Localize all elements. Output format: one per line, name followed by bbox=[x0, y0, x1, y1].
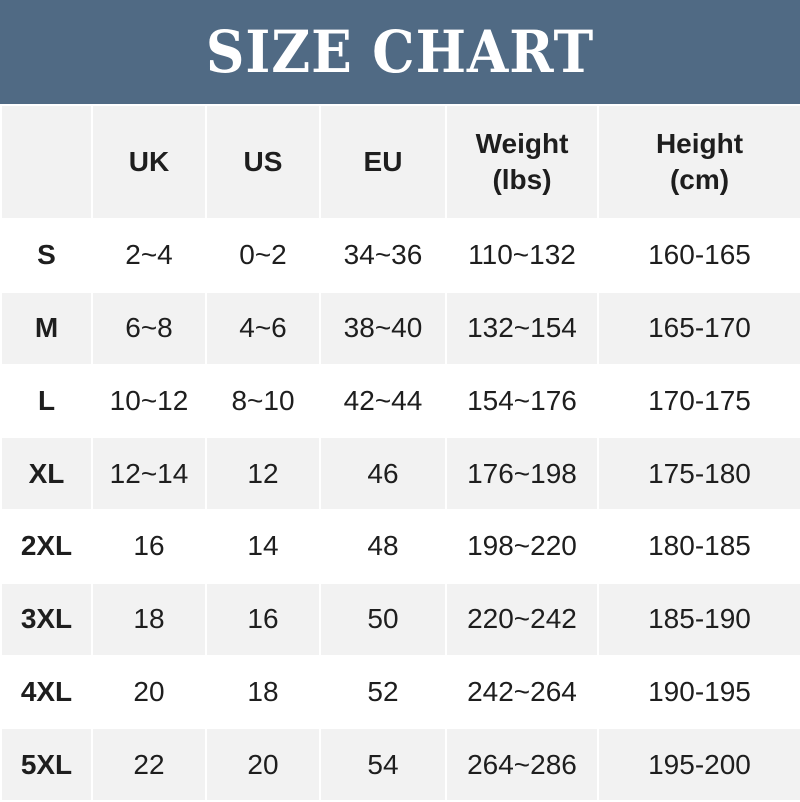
header-uk: UK bbox=[91, 104, 207, 220]
cell-weight: 220~242 bbox=[445, 581, 599, 657]
cell-height: 170-175 bbox=[597, 363, 800, 439]
cell-eu: 42~44 bbox=[319, 363, 447, 439]
cell-eu: 50 bbox=[319, 581, 447, 657]
cell-eu: 46 bbox=[319, 436, 447, 511]
cell-size: 5XL bbox=[0, 727, 93, 802]
cell-uk: 2~4 bbox=[91, 218, 207, 293]
header-weight: Weight (lbs) bbox=[445, 104, 599, 220]
cell-height: 180-185 bbox=[597, 509, 800, 584]
cell-weight: 198~220 bbox=[445, 509, 599, 584]
cell-uk: 22 bbox=[91, 727, 207, 802]
table-row: 2XL 16 14 48 198~220 180-185 bbox=[0, 509, 800, 584]
cell-size: XL bbox=[0, 436, 93, 511]
header-height: Height (cm) bbox=[597, 104, 800, 220]
header-weight-label: Weight bbox=[475, 127, 569, 159]
table-row: 5XL 22 20 54 264~286 195-200 bbox=[0, 727, 800, 802]
size-table: UK US EU Weight (lbs) Height (cm) S 2~4 0~2 3… bbox=[0, 104, 800, 802]
cell-weight: 110~132 bbox=[445, 218, 599, 293]
cell-eu: 52 bbox=[319, 654, 447, 730]
cell-uk: 20 bbox=[91, 654, 207, 730]
cell-size: 4XL bbox=[0, 654, 93, 730]
page-title: SIZE CHART bbox=[205, 18, 595, 86]
table-row: M 6~8 4~6 38~40 132~154 165-170 bbox=[0, 290, 800, 366]
cell-height: 195-200 bbox=[597, 727, 800, 802]
title-banner: SIZE CHART bbox=[0, 0, 800, 104]
cell-weight: 176~198 bbox=[445, 436, 599, 511]
cell-weight: 154~176 bbox=[445, 363, 599, 439]
cell-us: 12 bbox=[205, 436, 321, 511]
cell-eu: 38~40 bbox=[319, 290, 447, 366]
cell-uk: 12~14 bbox=[91, 436, 207, 511]
cell-height: 160-165 bbox=[597, 218, 800, 293]
header-height-label: Height bbox=[655, 127, 744, 159]
cell-uk: 16 bbox=[91, 509, 207, 584]
cell-eu: 54 bbox=[319, 727, 447, 802]
cell-height: 185-190 bbox=[597, 581, 800, 657]
cell-us: 8~10 bbox=[205, 363, 321, 439]
cell-weight: 264~286 bbox=[445, 727, 599, 802]
header-us: US bbox=[205, 104, 321, 220]
cell-us: 20 bbox=[205, 727, 321, 802]
cell-height: 165-170 bbox=[597, 290, 800, 366]
cell-height: 175-180 bbox=[597, 436, 800, 511]
header-size bbox=[0, 104, 93, 220]
cell-eu: 48 bbox=[319, 509, 447, 584]
cell-eu: 34~36 bbox=[319, 218, 447, 293]
table-row: 4XL 20 18 52 242~264 190-195 bbox=[0, 654, 800, 730]
cell-size: 3XL bbox=[0, 581, 93, 657]
header-height-unit: (cm) bbox=[669, 164, 730, 195]
cell-us: 0~2 bbox=[205, 218, 321, 293]
header-eu: EU bbox=[319, 104, 447, 220]
cell-us: 18 bbox=[205, 654, 321, 730]
header-row: UK US EU Weight (lbs) Height (cm) bbox=[0, 104, 800, 220]
table-row: XL 12~14 12 46 176~198 175-180 bbox=[0, 436, 800, 511]
cell-weight: 242~264 bbox=[445, 654, 599, 730]
cell-size: L bbox=[0, 363, 93, 439]
cell-height: 190-195 bbox=[597, 654, 800, 730]
header-weight-unit: (lbs) bbox=[492, 164, 552, 195]
cell-uk: 18 bbox=[91, 581, 207, 657]
cell-uk: 10~12 bbox=[91, 363, 207, 439]
table-row: L 10~12 8~10 42~44 154~176 170-175 bbox=[0, 363, 800, 439]
cell-weight: 132~154 bbox=[445, 290, 599, 366]
cell-size: 2XL bbox=[0, 509, 93, 584]
cell-us: 16 bbox=[205, 581, 321, 657]
cell-us: 4~6 bbox=[205, 290, 321, 366]
cell-size: S bbox=[0, 218, 93, 293]
cell-us: 14 bbox=[205, 509, 321, 584]
cell-size: M bbox=[0, 290, 93, 366]
cell-uk: 6~8 bbox=[91, 290, 207, 366]
table-row: S 2~4 0~2 34~36 110~132 160-165 bbox=[0, 218, 800, 293]
table-row: 3XL 18 16 50 220~242 185-190 bbox=[0, 581, 800, 657]
